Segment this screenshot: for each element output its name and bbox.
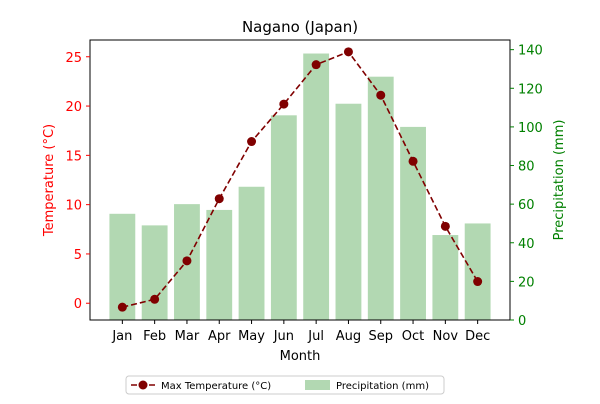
precipitation-bars: [109, 53, 491, 321]
y-right-tick-label: 60: [518, 198, 535, 213]
temperature-point: [343, 47, 353, 57]
x-tick-label: Mar: [175, 329, 200, 344]
y-right-tick-label: 40: [518, 237, 535, 252]
temperature-point: [408, 156, 418, 166]
x-tick-label: Aug: [336, 329, 361, 344]
x-tick-label: Oct: [402, 329, 424, 344]
y-left-axis: 0 5 10 15 20 25: [65, 51, 90, 312]
temperature-point: [279, 99, 289, 109]
y-right-axis: 0 20 40 60 80 100 120 140: [510, 44, 543, 329]
legend-label-temperature: Max Temperature (°C): [161, 381, 271, 392]
x-tick-label: Dec: [465, 329, 490, 344]
chart-title: Nagano (Japan): [242, 18, 358, 36]
temperature-point: [150, 294, 160, 304]
precipitation-bar: [432, 235, 459, 320]
y-left-tick-label: 5: [74, 248, 82, 263]
y-right-tick-label: 140: [518, 44, 543, 59]
y-left-axis-label: Temperature (°C): [42, 124, 57, 237]
precipitation-bar: [206, 209, 233, 320]
x-tick-label: Apr: [208, 329, 231, 344]
precipitation-bar: [109, 213, 136, 320]
temperature-point: [247, 137, 257, 147]
temperature-point: [182, 256, 192, 266]
legend-marker-swatch: [138, 380, 148, 390]
y-right-tick-label: 120: [518, 82, 543, 97]
temperature-point: [117, 302, 127, 312]
precipitation-bar: [335, 103, 362, 320]
plot-frame: [89, 39, 511, 321]
y-left-tick-label: 15: [65, 149, 82, 164]
precipitation-bar: [400, 126, 426, 321]
precipitation-bar: [270, 115, 297, 320]
x-tick-label: Nov: [433, 329, 459, 344]
x-axis: Jan Feb Mar Apr May Jun Jul Aug Sep Oct Nov Dec: [111, 320, 490, 344]
y-right-axis-label: Precipitation (mm): [552, 120, 567, 241]
y-right-tick-label: 20: [518, 275, 535, 290]
x-axis-label: Month: [280, 349, 321, 364]
temperature-line-layer: [117, 47, 483, 312]
temperature-line: [122, 50, 479, 308]
y-right-tick-label: 0: [518, 314, 526, 329]
temperature-point: [376, 90, 386, 100]
legend-label-precipitation: Precipitation (mm): [336, 381, 429, 392]
precipitation-bar: [464, 223, 491, 320]
x-tick-label: Feb: [143, 329, 166, 344]
x-tick-label: Jun: [273, 329, 294, 344]
precipitation-bar: [367, 76, 394, 320]
temperature-point: [311, 60, 321, 70]
legend-bar-swatch: [305, 380, 330, 390]
legend: Max Temperature (°C) Precipitation (mm): [125, 375, 445, 395]
x-tick-label: May: [238, 329, 265, 344]
precipitation-bar: [141, 225, 168, 320]
temperature-point: [440, 221, 450, 231]
temperature-point: [214, 194, 224, 204]
y-left-tick-label: 10: [65, 199, 82, 214]
y-left-tick-label: 20: [65, 100, 82, 115]
y-right-tick-label: 80: [518, 160, 535, 175]
x-tick-label: Jul: [307, 329, 324, 344]
temperature-point: [473, 277, 483, 287]
y-right-tick-label: 100: [518, 121, 543, 136]
x-tick-label: Sep: [368, 329, 393, 344]
precipitation-bar: [303, 53, 330, 320]
y-left-tick-label: 0: [74, 297, 82, 312]
x-tick-label: Jan: [111, 329, 132, 344]
y-left-tick-label: 25: [65, 51, 82, 66]
precipitation-bar: [238, 186, 265, 320]
legend-box: [125, 375, 445, 395]
